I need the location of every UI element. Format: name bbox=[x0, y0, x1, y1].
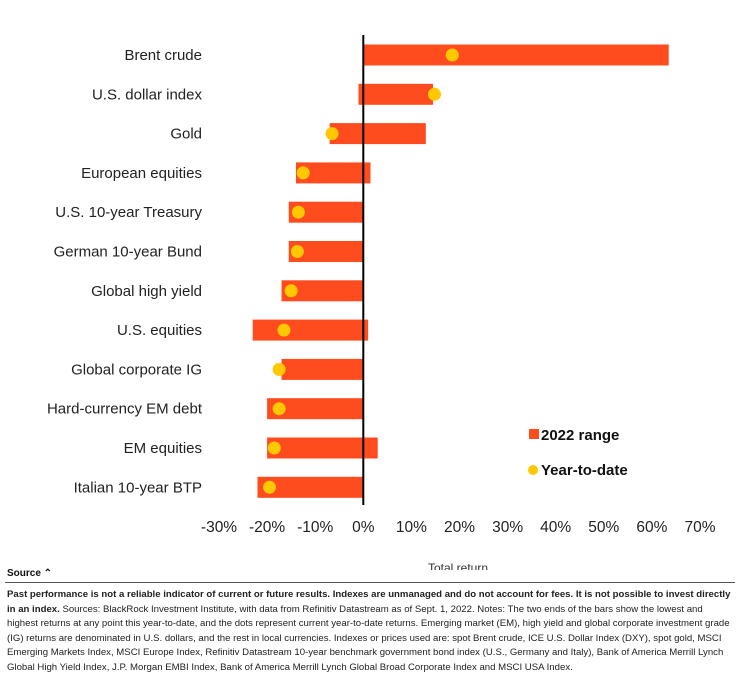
range-bar bbox=[281, 280, 364, 302]
range-chart: Brent crude U.S. dollar index Gold European… bbox=[47, 35, 716, 570]
x-tick-label: 50% bbox=[588, 519, 619, 536]
ytd-dot bbox=[427, 87, 441, 101]
x-tick-label: 70% bbox=[684, 519, 715, 536]
x-axis-title: Total return bbox=[428, 561, 488, 570]
category-label: Global high yield bbox=[91, 283, 202, 300]
range-bar bbox=[252, 319, 369, 341]
source-notes: Past performance is not a reliable indic… bbox=[7, 588, 731, 676]
category-label: European equities bbox=[81, 165, 202, 182]
category-label: EM equities bbox=[124, 440, 202, 457]
legend-swatch-range bbox=[529, 429, 539, 439]
ytd-dot bbox=[272, 362, 286, 376]
category-label: Global corporate IG bbox=[71, 361, 202, 378]
ytd-dot bbox=[291, 205, 305, 219]
x-tick-label: 40% bbox=[540, 519, 571, 536]
sources-notes-text: Sources: BlackRock Investment Institute,… bbox=[7, 603, 730, 673]
ytd-dot bbox=[284, 284, 298, 298]
category-label: Brent crude bbox=[124, 47, 202, 64]
range-bar bbox=[329, 123, 426, 145]
ytd-dots bbox=[263, 48, 459, 494]
x-tick-label: 20% bbox=[444, 519, 475, 536]
ytd-dot bbox=[290, 245, 304, 258]
ytd-dot bbox=[263, 480, 277, 494]
x-tick-label: -20% bbox=[249, 519, 285, 536]
range-bar bbox=[295, 162, 371, 184]
x-tick-labels: -30% -20% -10% 0% 10% 20% 30% 40% 50% 60% 70% bbox=[201, 519, 716, 536]
range-bar bbox=[288, 201, 364, 223]
legend-label-ytd: Year-to-date bbox=[541, 462, 628, 479]
source-divider bbox=[5, 582, 735, 583]
category-label: Hard-currency EM debt bbox=[47, 401, 203, 418]
ytd-dot bbox=[277, 323, 291, 337]
legend: 2022 range Year-to-date bbox=[528, 427, 628, 479]
legend-label-range: 2022 range bbox=[541, 427, 619, 444]
x-tick-label: 60% bbox=[636, 519, 667, 536]
category-labels: Brent crude U.S. dollar index Gold European… bbox=[47, 47, 203, 496]
source-toggle-button[interactable]: Source ⌃ bbox=[7, 568, 53, 579]
category-label: German 10-year Bund bbox=[54, 244, 202, 261]
x-tick-label: -30% bbox=[201, 519, 237, 536]
range-bar bbox=[288, 241, 364, 262]
ytd-dot bbox=[267, 441, 281, 455]
range-bar bbox=[267, 437, 378, 459]
category-label: U.S. dollar index bbox=[92, 86, 203, 103]
category-label: Italian 10-year BTP bbox=[74, 479, 202, 496]
category-label: U.S. 10-year Treasury bbox=[55, 204, 202, 221]
range-bar bbox=[281, 358, 364, 380]
ytd-dot bbox=[272, 402, 286, 416]
range-bar bbox=[257, 476, 364, 498]
ytd-dot bbox=[296, 166, 310, 180]
disclaimer-text: Past performance is not a reliable indic… bbox=[7, 589, 731, 615]
x-tick-label: 0% bbox=[352, 519, 375, 536]
range-bar bbox=[363, 44, 669, 66]
range-bar bbox=[267, 398, 364, 420]
ytd-dot bbox=[325, 127, 339, 141]
category-label: Gold bbox=[170, 126, 202, 143]
x-tick-label: 10% bbox=[396, 519, 427, 536]
x-tick-label: -10% bbox=[297, 519, 333, 536]
legend-swatch-ytd bbox=[528, 465, 538, 475]
ytd-dot bbox=[445, 48, 459, 62]
category-label: U.S. equities bbox=[117, 322, 202, 339]
x-tick-label: 30% bbox=[492, 519, 523, 536]
range-bar bbox=[358, 83, 434, 105]
